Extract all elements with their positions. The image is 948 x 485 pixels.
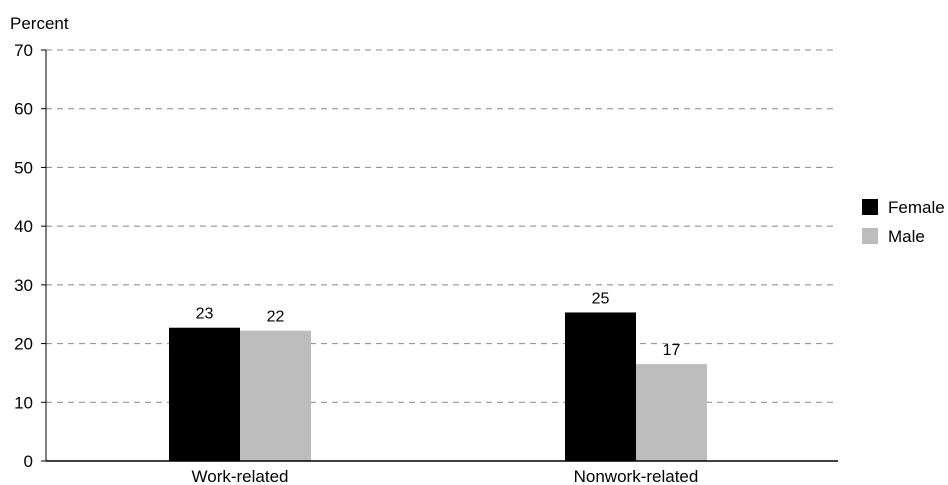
y-tick-label: 70 [14,41,33,60]
legend-swatch-male [862,228,878,244]
gridlines [46,49,838,403]
bar-female-2 [565,312,636,461]
legend-label: Female [888,198,945,217]
value-label: 17 [663,342,681,359]
legend: Female Male [862,198,945,246]
bars [169,312,707,461]
y-axis-ticks: 0 10 20 30 40 50 60 70 [14,41,46,471]
bar-male-1 [240,330,311,461]
value-labels: 23 22 25 17 [196,290,681,359]
bar-male-2 [636,364,707,461]
y-tick-label: 20 [14,335,33,354]
bar-female-1 [169,327,240,461]
y-tick-label: 30 [14,276,33,295]
y-tick-label: 60 [14,100,33,119]
y-tick-label: 40 [14,217,33,236]
value-label: 22 [267,309,285,326]
y-tick-label: 10 [14,393,33,412]
y-axis-title: Percent [10,14,69,33]
x-category-label: Nonwork-related [574,467,699,485]
x-category-label: Work-related [192,467,289,485]
value-label: 23 [196,306,214,323]
value-label: 25 [592,290,610,307]
category-labels: Work-related Nonwork-related [192,467,699,485]
legend-swatch-female [862,199,878,215]
y-tick-label: 50 [14,158,33,177]
legend-label: Male [888,227,925,246]
y-tick-label: 0 [24,452,33,471]
